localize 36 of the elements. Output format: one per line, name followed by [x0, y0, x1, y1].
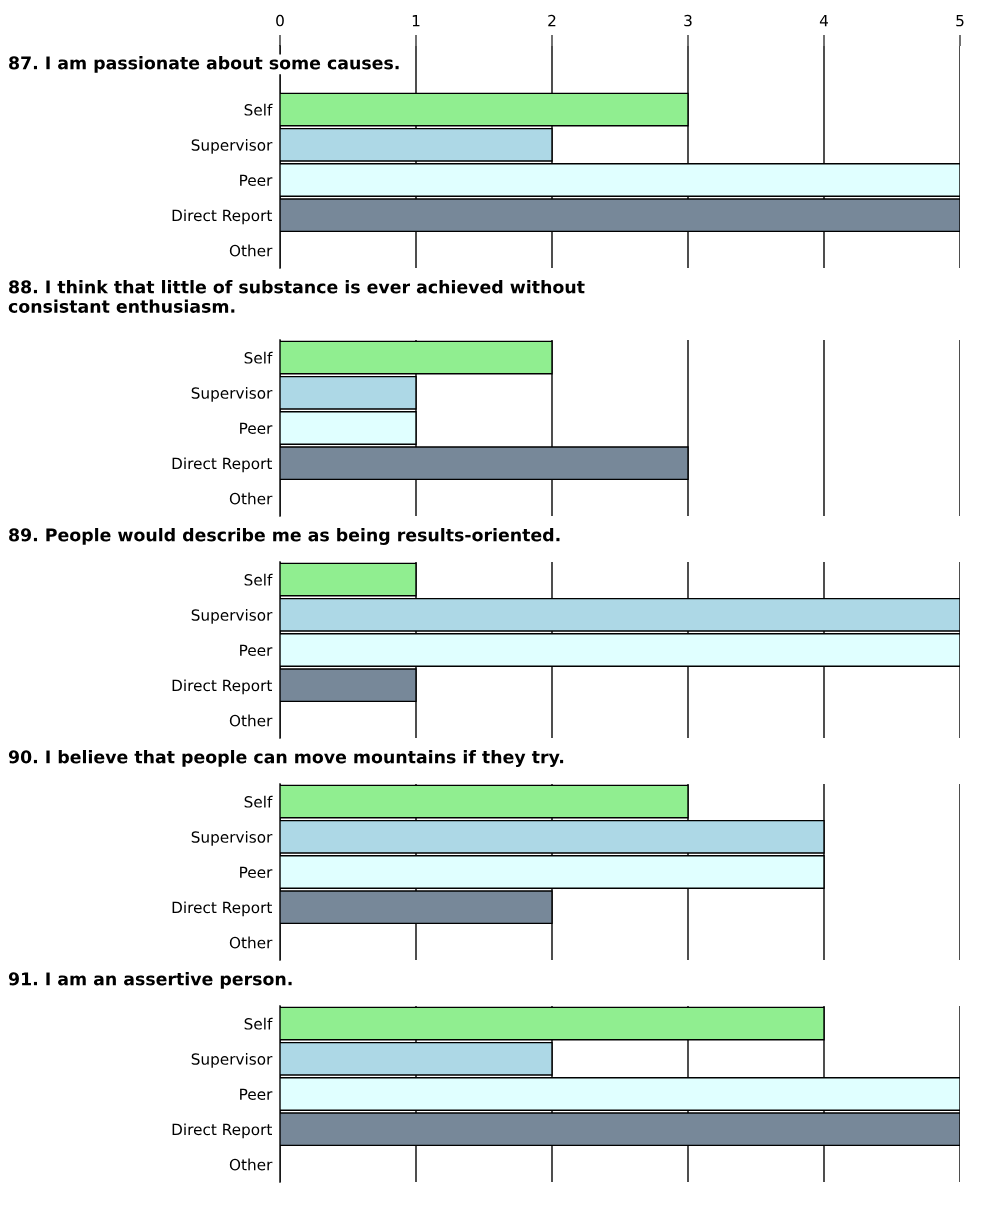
y-tick-label: Other	[229, 714, 273, 727]
chart-title: 87. I am passionate about some causes.	[9, 56, 399, 73]
y-tick-label: Peer	[240, 174, 273, 187]
y-tick-label: Self	[244, 795, 273, 808]
y-tick-label: Self	[244, 351, 273, 364]
y-tick-label: Supervisor	[191, 139, 273, 154]
y-tick-label: Supervisor	[191, 1053, 273, 1068]
y-tick-label: Self	[244, 573, 273, 586]
y-tick-label: Peer	[240, 644, 273, 657]
y-tick-label: Direct Report	[172, 457, 272, 473]
x-tick-label: 3	[684, 14, 692, 27]
y-tick-label: Self	[244, 1017, 273, 1030]
x-tick-label: 5	[956, 15, 964, 27]
x-tick-label: 4	[819, 15, 828, 27]
chart-title: 91. I am an assertive person.	[8, 972, 292, 989]
y-tick-label: Other	[229, 492, 273, 505]
chart-title: 90. I believe that people can move mountains if they try.	[8, 750, 564, 767]
y-tick-label: Supervisor	[191, 609, 273, 624]
y-tick-label: Peer	[240, 1088, 273, 1101]
y-tick-label: Self	[244, 103, 273, 116]
y-tick-label: Other	[229, 936, 273, 949]
x-tick-label: 2	[548, 14, 556, 27]
y-tick-label: Direct Report	[172, 209, 272, 225]
y-tick-label: Peer	[240, 422, 273, 435]
y-tick-label: Other	[229, 244, 273, 257]
x-tick-label: 0	[276, 14, 284, 27]
chart-title: 89. People would describe me as being results-oriented.	[9, 528, 560, 545]
y-tick-label: Supervisor	[191, 387, 273, 402]
y-tick-label: Supervisor	[191, 831, 273, 846]
y-tick-label: Direct Report	[172, 1123, 272, 1139]
chart-title: 88. I think that little of substance is ever achieved without consistant enthusiasm.	[8, 280, 585, 313]
y-tick-label: Peer	[240, 866, 273, 879]
x-tick-label: 1	[412, 15, 420, 27]
y-tick-label: Direct Report	[172, 679, 272, 695]
y-tick-label: Other	[229, 1158, 273, 1171]
y-tick-label: Direct Report	[172, 901, 272, 917]
